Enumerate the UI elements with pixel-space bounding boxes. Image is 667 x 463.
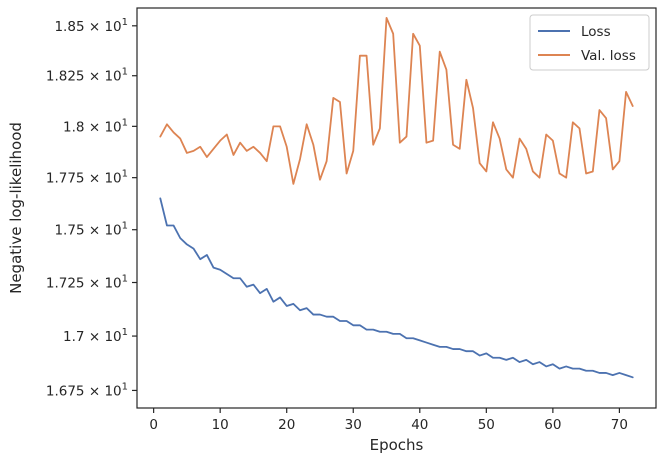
- x-tick-label: 0: [149, 417, 158, 433]
- y-tick-label: 1.7 × 101: [63, 327, 128, 345]
- y-tick-label: 1.85 × 101: [54, 17, 128, 35]
- y-axis-ticks: 1.675 × 101 1.7 × 101 1.725 × 101 1.75 × 10…: [46, 17, 137, 399]
- legend: Loss Val. loss: [529, 14, 650, 71]
- y-tick-label: 1.675 × 101: [46, 381, 128, 399]
- plot-frame: [136, 7, 657, 409]
- legend-label-val-loss: Val. loss: [581, 48, 636, 64]
- x-tick-label: 70: [611, 417, 628, 433]
- y-tick-label: 1.8 × 101: [63, 117, 128, 135]
- x-axis-ticks: 0 10 20 30 40 50 60 70: [149, 408, 628, 433]
- series-line-loss: [159, 197, 634, 379]
- y-axis-title: Negative log-likelihood: [7, 122, 25, 294]
- x-tick-label: 30: [345, 417, 362, 433]
- y-tick-label: 1.725 × 101: [46, 274, 128, 292]
- x-tick-label: 50: [478, 417, 495, 433]
- y-tick-label: 1.75 × 101: [54, 221, 128, 239]
- y-tick-label: 1.825 × 101: [46, 67, 128, 85]
- x-tick-label: 10: [212, 417, 229, 433]
- legend-box: [529, 14, 650, 71]
- plot-lines: [159, 16, 634, 379]
- y-tick-label: 1.775 × 101: [46, 169, 128, 187]
- x-axis-title: Epochs: [370, 436, 424, 454]
- x-tick-label: 60: [544, 417, 561, 433]
- x-tick-label: 40: [411, 417, 428, 433]
- legend-label-loss: Loss: [581, 24, 611, 40]
- x-tick-label: 20: [278, 417, 295, 433]
- series-line-val-loss: [159, 16, 634, 185]
